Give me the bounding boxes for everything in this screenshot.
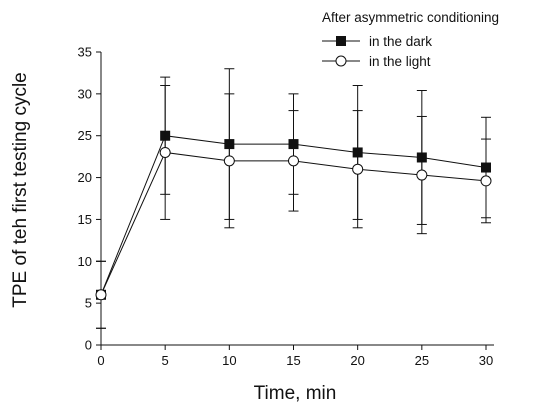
x-tick-label: 15 [286, 353, 300, 368]
y-tick-label: 30 [78, 86, 92, 101]
x-tick-label: 25 [415, 353, 429, 368]
data-point [480, 175, 492, 187]
y-tick-label: 10 [78, 254, 92, 269]
y-tick-label: 15 [78, 212, 92, 227]
y-tick-label: 20 [78, 170, 92, 185]
x-axis-ticks: 0 5 10 15 20 25 30 [97, 345, 493, 368]
data-point [159, 146, 171, 158]
data-point [95, 289, 107, 301]
y-tick-label: 25 [78, 128, 92, 143]
legend-marker-dark [336, 36, 346, 46]
y-axis-title: TPE of teh first testing cycle [10, 72, 31, 307]
data-point [288, 155, 299, 167]
x-tick-label: 20 [350, 353, 364, 368]
y-tick-label: 5 [85, 296, 92, 311]
legend-marker-light [335, 55, 347, 67]
series-light [95, 84, 492, 329]
x-tick-label: 0 [97, 353, 104, 368]
data-point [223, 155, 235, 167]
axes [100, 52, 494, 346]
legend-title: After asymmetric conditioning [322, 10, 499, 25]
y-tick-label: 35 [78, 45, 92, 60]
x-tick-label: 5 [162, 353, 169, 368]
legend-label-dark: in the dark [369, 34, 432, 49]
y-tick-label: 0 [85, 338, 92, 353]
legend-label-light: in the light [369, 54, 431, 69]
series-layer [95, 68, 492, 329]
data-point [416, 169, 428, 181]
data-point [352, 163, 364, 175]
y-axis-ticks: 0 5 10 15 20 25 30 35 [78, 45, 101, 353]
legend: After asymmetric conditioning in the dar… [322, 10, 499, 69]
x-tick-label: 10 [222, 353, 236, 368]
x-axis-title: Time, min [254, 383, 337, 404]
x-tick-label: 30 [479, 353, 493, 368]
